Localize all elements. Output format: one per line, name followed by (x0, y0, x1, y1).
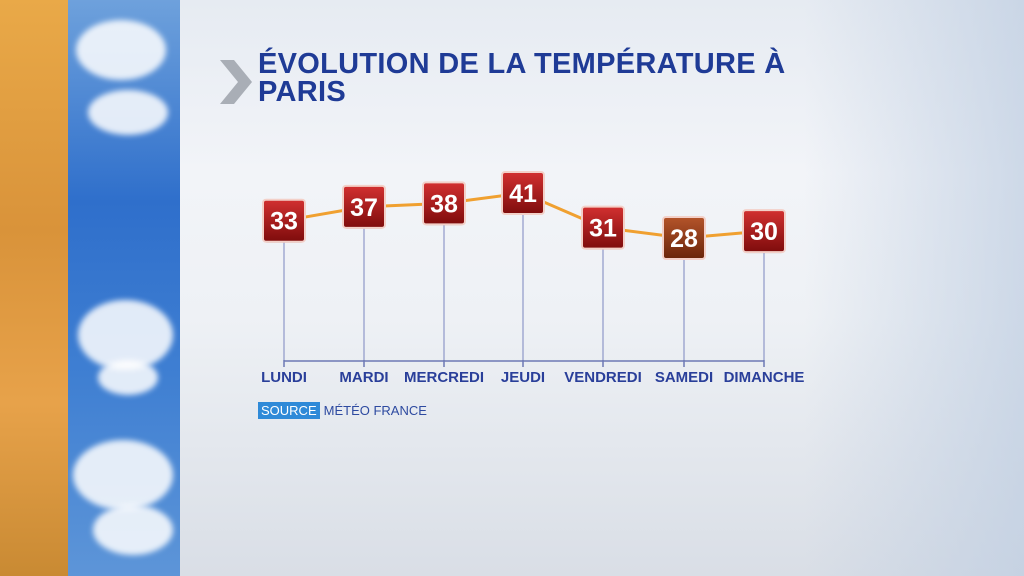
data-label: 41 (509, 180, 537, 208)
source-text: MÉTÉO FRANCE (323, 403, 427, 418)
x-axis-labels: LUNDI MARDI MERCREDI JEUDI VENDREDI SAMEDI DIM… (261, 369, 804, 386)
data-marker (581, 205, 625, 250)
stem-lines (283, 193, 765, 361)
data-label: 30 (750, 218, 778, 246)
data-label: 38 (430, 190, 458, 218)
data-label: 31 (589, 215, 617, 243)
chart-title: ÉVOLUTION DE LA TEMPÉRATURE À PARIS (258, 48, 786, 108)
sky-side-strip (68, 0, 180, 576)
data-marker (742, 209, 786, 254)
cloud-haze (804, 0, 1024, 576)
x-tick-label: LUNDI (261, 369, 307, 386)
source-tag: SOURCE (258, 402, 320, 419)
x-axis-ticks (283, 360, 765, 367)
x-tick-label: JEUDI (501, 369, 545, 386)
data-label: 33 (270, 208, 298, 236)
source-row: SOURCE MÉTÉO FRANCE (258, 402, 427, 419)
orange-side-strip (0, 0, 68, 576)
chevron-right-icon (220, 60, 252, 104)
data-label: 37 (350, 194, 378, 222)
data-marker (262, 198, 306, 243)
x-tick-label: SAMEDI (655, 369, 713, 386)
data-marker (342, 184, 386, 229)
data-markers: 33 37 38 41 31 28 30 (262, 171, 786, 260)
x-tick-label: MERCREDI (404, 369, 484, 386)
data-marker (662, 216, 706, 260)
data-marker (422, 181, 466, 226)
x-tick-label: MARDI (339, 369, 388, 386)
data-label: 28 (670, 225, 698, 253)
x-tick-label: VENDREDI (564, 369, 642, 386)
x-tick-label: DIMANCHE (724, 369, 805, 386)
data-marker (501, 171, 545, 215)
